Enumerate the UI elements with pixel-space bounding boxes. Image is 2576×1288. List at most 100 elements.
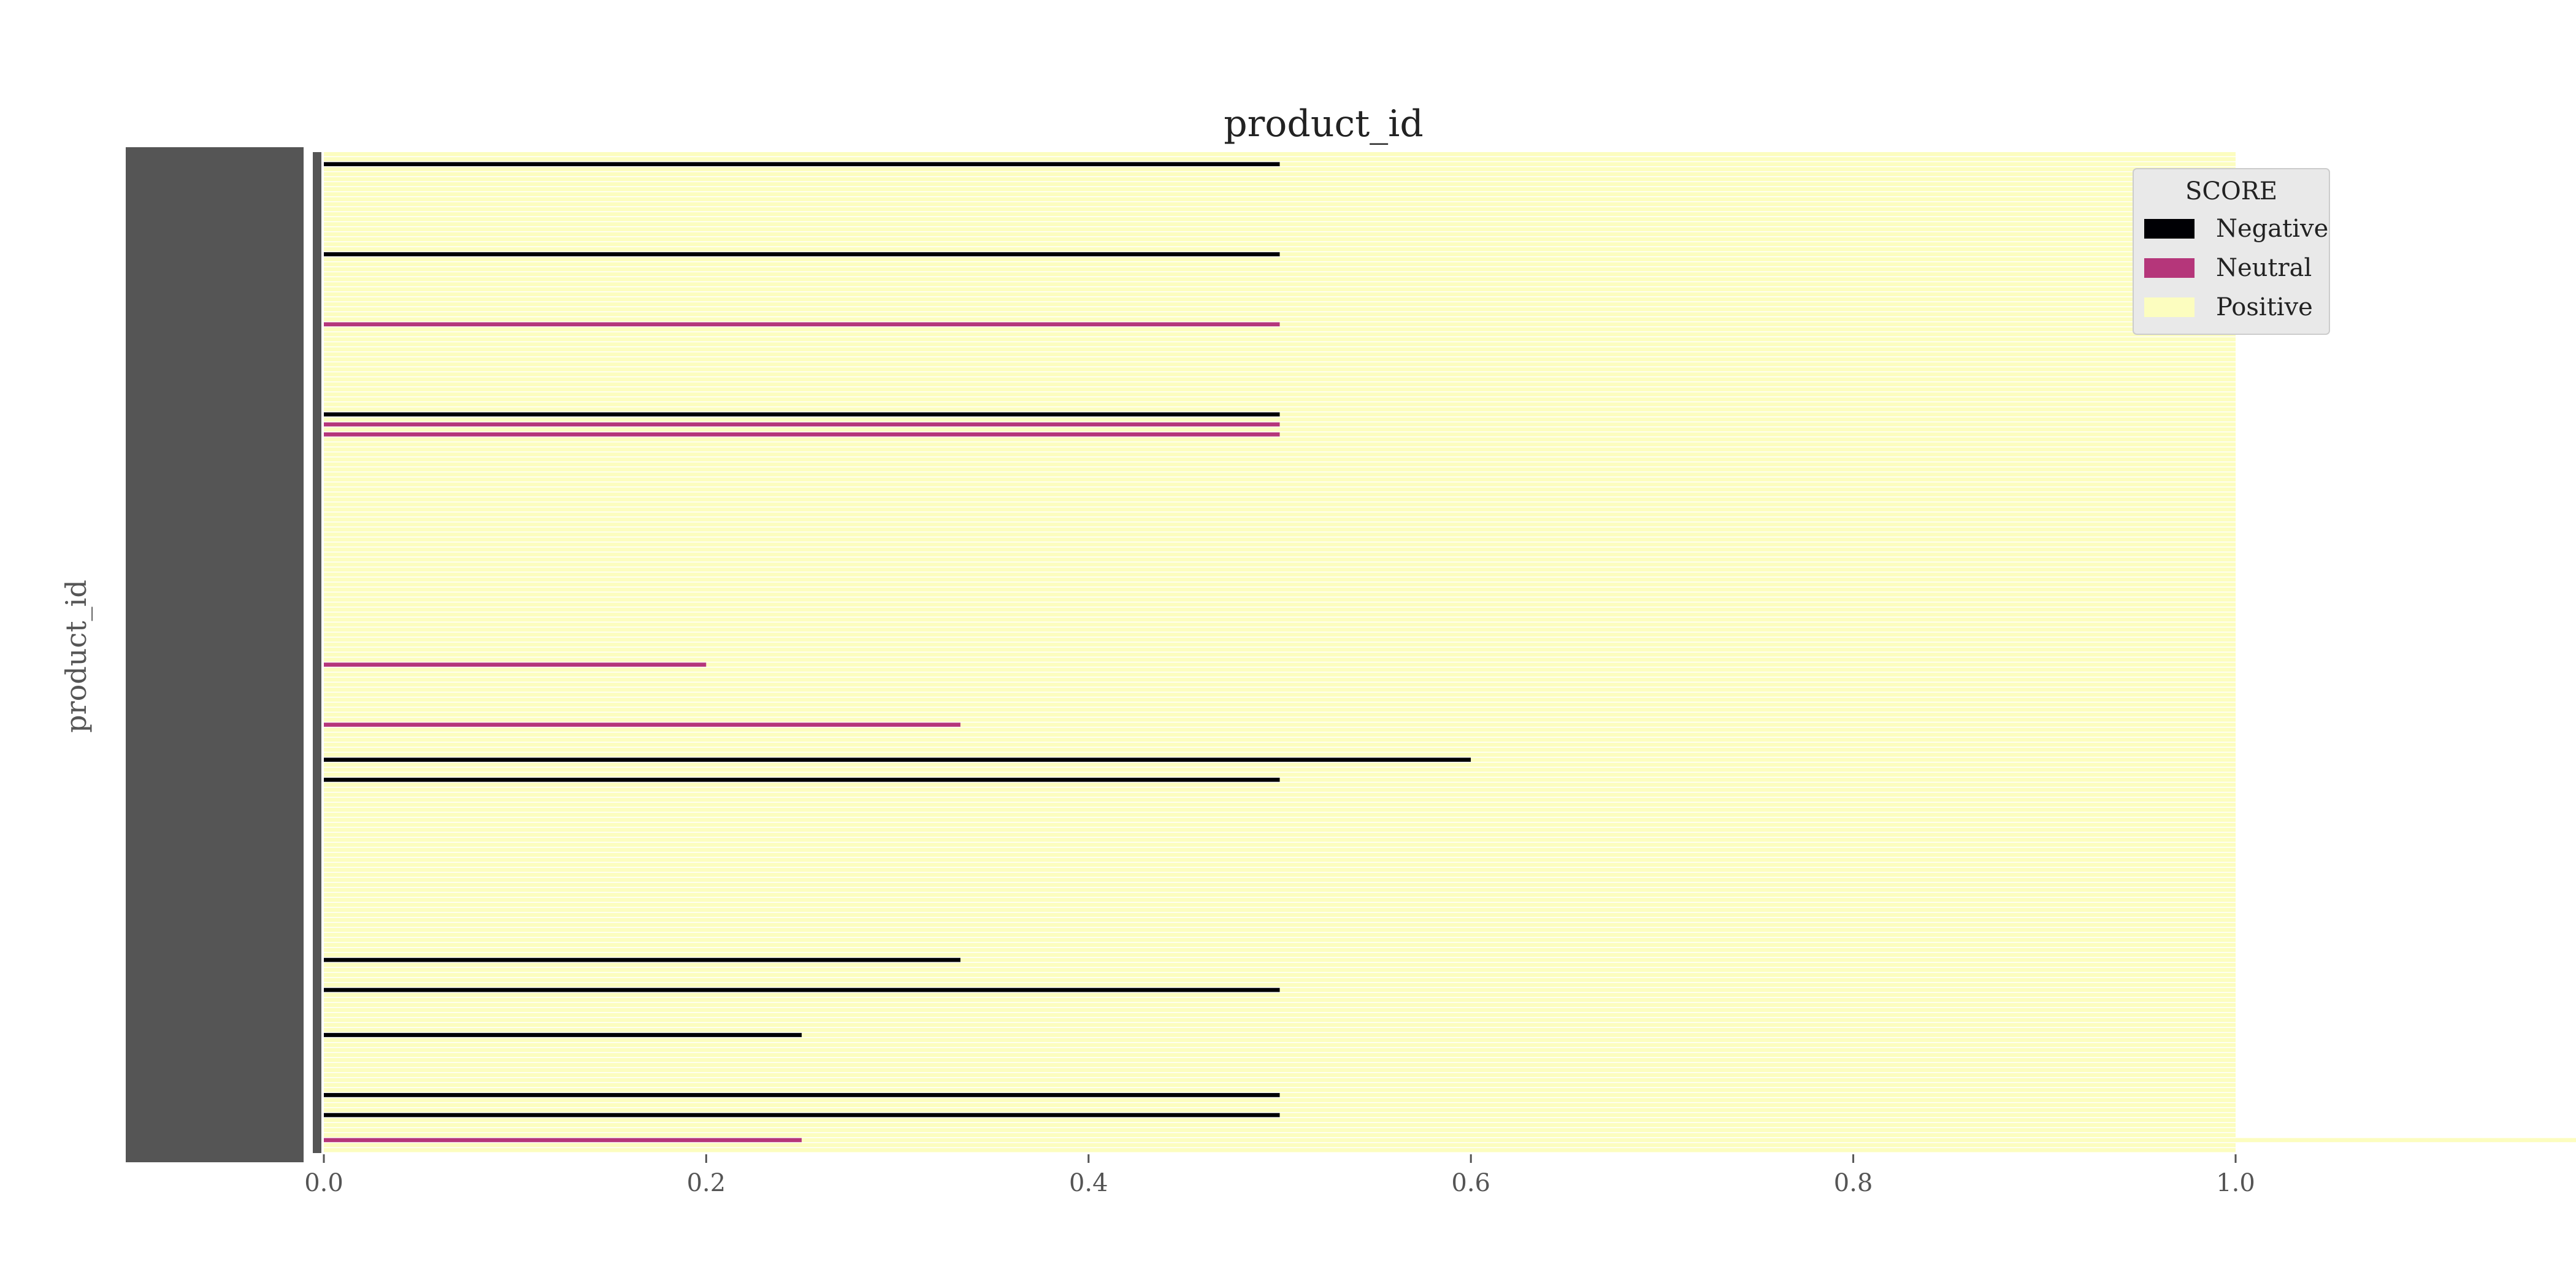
bar-segment-positive — [1471, 757, 2236, 762]
bar-segment-positive — [324, 813, 2236, 817]
bar-segment-positive — [324, 667, 2236, 672]
legend-label-negative: Negative — [2216, 215, 2328, 243]
bar-segment-positive — [324, 477, 2236, 482]
bar-segment-positive — [324, 938, 2236, 942]
bar-segment-positive — [324, 1148, 2236, 1152]
bar-segment-positive — [324, 442, 2236, 447]
bar-segment-positive — [324, 767, 2236, 772]
bar-segment-positive — [324, 822, 2236, 827]
bar-segment-positive — [324, 457, 2236, 462]
bar-segment-positive — [324, 237, 2236, 242]
bar-segment-positive — [324, 1048, 2236, 1052]
bar-segment-positive — [324, 582, 2236, 587]
bar-segment-positive — [324, 1038, 2236, 1043]
bar-segment-negative — [324, 412, 1280, 417]
bar-segment-positive — [324, 157, 2236, 161]
bar-segment-positive — [324, 712, 2236, 717]
bar-segment-positive — [324, 472, 2236, 477]
bar-segment-positive — [324, 627, 2236, 632]
bar-segment-positive — [324, 522, 2236, 527]
bar-segment-positive — [324, 332, 2236, 337]
bar-segment-positive — [324, 262, 2236, 267]
bar-segment-positive — [324, 592, 2236, 597]
bar-segment-positive — [324, 682, 2236, 687]
bar-segment-positive — [324, 792, 2236, 797]
bar-segment-positive — [324, 467, 2236, 472]
x-tick-label: 1.0 — [2216, 1169, 2255, 1197]
bar-segment-positive — [324, 307, 2236, 312]
bar-segment-positive — [324, 1108, 2236, 1113]
bar-segment-positive — [1279, 412, 2236, 417]
bar-segment-positive — [324, 397, 2236, 402]
bar-segment-positive — [324, 1008, 2236, 1013]
bar-segment-positive — [324, 567, 2236, 572]
bar-segment-positive — [324, 908, 2236, 912]
bar-segment-positive — [324, 848, 2236, 852]
bar-segment-positive — [324, 617, 2236, 622]
bar-segment-negative — [324, 1093, 1280, 1097]
bar-segment-positive — [324, 832, 2236, 837]
bar-segment-positive — [324, 913, 2236, 918]
bar-segment-negative — [324, 757, 1471, 762]
bar-segment-positive — [324, 337, 2236, 342]
bar-segment-positive — [324, 1078, 2236, 1083]
bar-segment-positive — [324, 607, 2236, 612]
bar-segment-positive — [324, 232, 2236, 237]
bar-segment-positive — [324, 653, 2236, 657]
bar-segment-positive — [324, 998, 2236, 1002]
bar-segment-positive — [802, 1138, 2576, 1143]
legend-box — [2133, 168, 2330, 335]
bar-segment-positive — [324, 277, 2236, 282]
bar-segment-positive — [324, 1117, 2236, 1122]
bar-segment-positive — [324, 1128, 2236, 1132]
bar-segment-positive — [324, 372, 2236, 377]
bar-segment-positive — [1279, 252, 2236, 256]
bar-segment-negative — [324, 987, 1280, 992]
bar-segment-positive — [324, 978, 2236, 983]
bar-segment-positive — [324, 1028, 2236, 1032]
bar-segment-positive — [324, 732, 2236, 737]
bar-segment-positive — [324, 867, 2236, 872]
bar-segment-positive — [1279, 422, 2236, 427]
bar-segment-positive — [324, 217, 2236, 221]
bar-segment-positive — [324, 892, 2236, 897]
bar-segment-positive — [324, 1022, 2236, 1027]
bar-segment-positive — [324, 883, 2236, 887]
bar-segment-positive — [324, 1083, 2236, 1087]
bar-segment-positive — [324, 1018, 2236, 1022]
bar-segment-positive — [324, 688, 2236, 692]
bar-segment-positive — [324, 587, 2236, 592]
bar-segment-positive — [324, 1013, 2236, 1018]
x-tick-label: 0.2 — [687, 1169, 726, 1197]
bar-segment-positive — [324, 802, 2236, 807]
bar-segment-positive — [324, 182, 2236, 186]
bar-segment-positive — [706, 662, 2236, 667]
bar-segment-positive — [324, 502, 2236, 507]
legend-label-positive: Positive — [2216, 293, 2313, 321]
bar-segment-positive — [324, 357, 2236, 362]
bar-segment-positive — [324, 392, 2236, 397]
bar-segment-positive — [324, 1073, 2236, 1078]
bar-segment-positive — [324, 753, 2236, 757]
bar-segment-neutral — [324, 322, 1280, 327]
bar-segment-positive — [324, 707, 2236, 712]
bar-segment-positive — [324, 932, 2236, 937]
bar-segment-positive — [324, 282, 2236, 286]
x-tick-label: 0.4 — [1069, 1169, 1108, 1197]
bar-segment-positive — [324, 242, 2236, 247]
bar-segment-positive — [324, 962, 2236, 967]
bar-segment-positive — [324, 727, 2236, 732]
bar-segment-positive — [324, 973, 2236, 977]
bar-segment-positive — [324, 417, 2236, 422]
bar-segment-positive — [324, 637, 2236, 642]
bar-segment-positive — [324, 257, 2236, 262]
bar-segment-neutral — [324, 432, 1280, 437]
bar-segment-positive — [324, 948, 2236, 953]
bar-segment-negative — [324, 778, 1280, 782]
bar-segment-negative — [324, 957, 960, 962]
bar-segment-positive — [324, 853, 2236, 857]
bar-segment-positive — [324, 1133, 2236, 1138]
bar-segment-negative — [324, 1033, 802, 1037]
bar-segment-positive — [324, 247, 2236, 251]
bar-segment-positive — [324, 1063, 2236, 1067]
